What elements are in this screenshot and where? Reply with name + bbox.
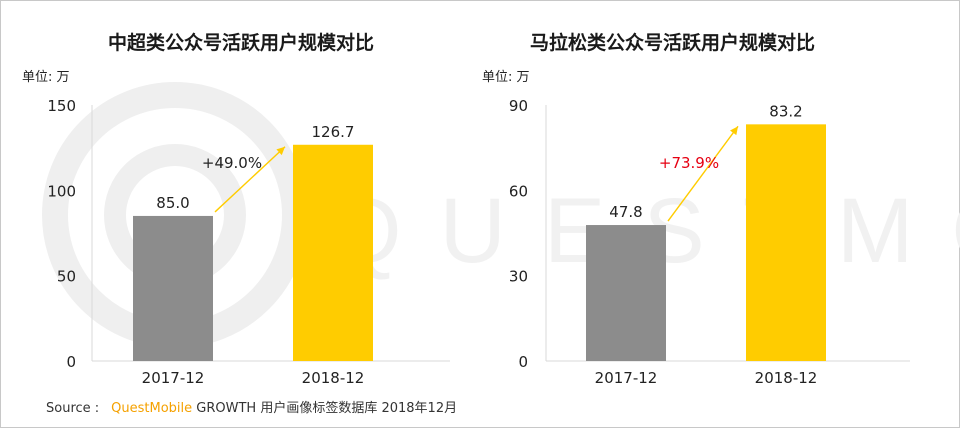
data-label: 126.7 xyxy=(312,123,355,141)
bar-2017-12 xyxy=(133,215,213,361)
source-prefix: Source : xyxy=(46,401,100,416)
source-text: GROWTH 用户画像标签数据库 2018年12月 xyxy=(196,401,458,416)
growth-arrow-head-icon xyxy=(276,146,285,156)
x-tick-label: 2018-12 xyxy=(302,369,365,387)
source-line: Source : QuestMobile GROWTH 用户画像标签数据库 201… xyxy=(46,397,457,416)
growth-arrow xyxy=(667,125,739,222)
chart-title-right: 马拉松类公众号活跃用户规模对比 xyxy=(530,32,816,54)
bar-2018-12 xyxy=(293,144,373,361)
y-tick-label: 50 xyxy=(57,268,76,286)
growth-arrow xyxy=(214,146,286,213)
growth-arrow-head-icon xyxy=(730,126,738,136)
y-tick-label: 90 xyxy=(509,97,528,115)
y-tick-label: 150 xyxy=(47,97,76,115)
data-label: 83.2 xyxy=(769,102,802,120)
y-tick-label: 0 xyxy=(518,353,528,371)
chart-left: 0 50 100 150 85.0 2017-12 126.7 2018-12 +49.0% xyxy=(47,97,450,387)
chart-title-left: 中超类公众号活跃用户规模对比 xyxy=(108,32,375,54)
x-tick-label: 2017-12 xyxy=(142,369,205,387)
y-tick-label: 0 xyxy=(66,353,76,371)
y-tick-label: 100 xyxy=(47,182,76,200)
bar-2018-12 xyxy=(746,124,826,361)
x-tick-label: 2018-12 xyxy=(755,369,818,387)
unit-label-right: 单位: 万 xyxy=(482,70,530,85)
growth-label: +73.9% xyxy=(659,154,719,172)
unit-label-left: 单位: 万 xyxy=(22,70,70,85)
data-label: 85.0 xyxy=(156,194,189,212)
data-label: 47.8 xyxy=(609,203,642,221)
source-brand: QuestMobile xyxy=(111,401,193,416)
x-tick-label: 2017-12 xyxy=(595,369,658,387)
growth-label: +49.0% xyxy=(202,154,262,172)
chart-right: 0 30 60 90 47.8 2017-12 83.2 2018-12 +73.9% xyxy=(509,97,910,387)
bar-2017-12 xyxy=(586,225,666,361)
y-tick-label: 30 xyxy=(509,268,528,286)
y-tick-label: 60 xyxy=(509,182,528,200)
